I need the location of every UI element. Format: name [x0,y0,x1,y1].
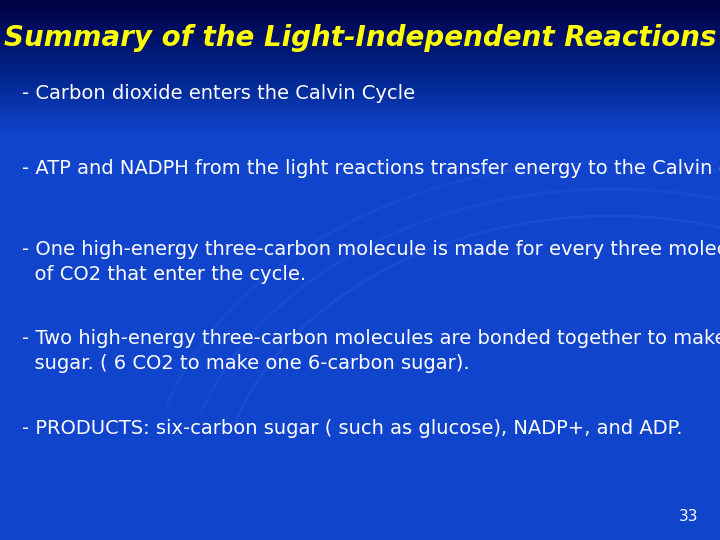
Text: 33: 33 [679,509,698,524]
Text: - Two high-energy three-carbon molecules are bonded together to make a
  sugar. : - Two high-energy three-carbon molecules… [22,329,720,373]
Text: Summary of the Light-Independent Reactions: Summary of the Light-Independent Reactio… [4,24,716,52]
Text: - One high-energy three-carbon molecule is made for every three molecules
  of C: - One high-energy three-carbon molecule … [22,240,720,284]
Text: - ATP and NADPH from the light reactions transfer energy to the Calvin cycle: - ATP and NADPH from the light reactions… [22,159,720,178]
Text: - PRODUCTS: six-carbon sugar ( such as glucose), NADP+, and ADP.: - PRODUCTS: six-carbon sugar ( such as g… [22,418,682,437]
Text: - Carbon dioxide enters the Calvin Cycle: - Carbon dioxide enters the Calvin Cycle [22,84,415,103]
